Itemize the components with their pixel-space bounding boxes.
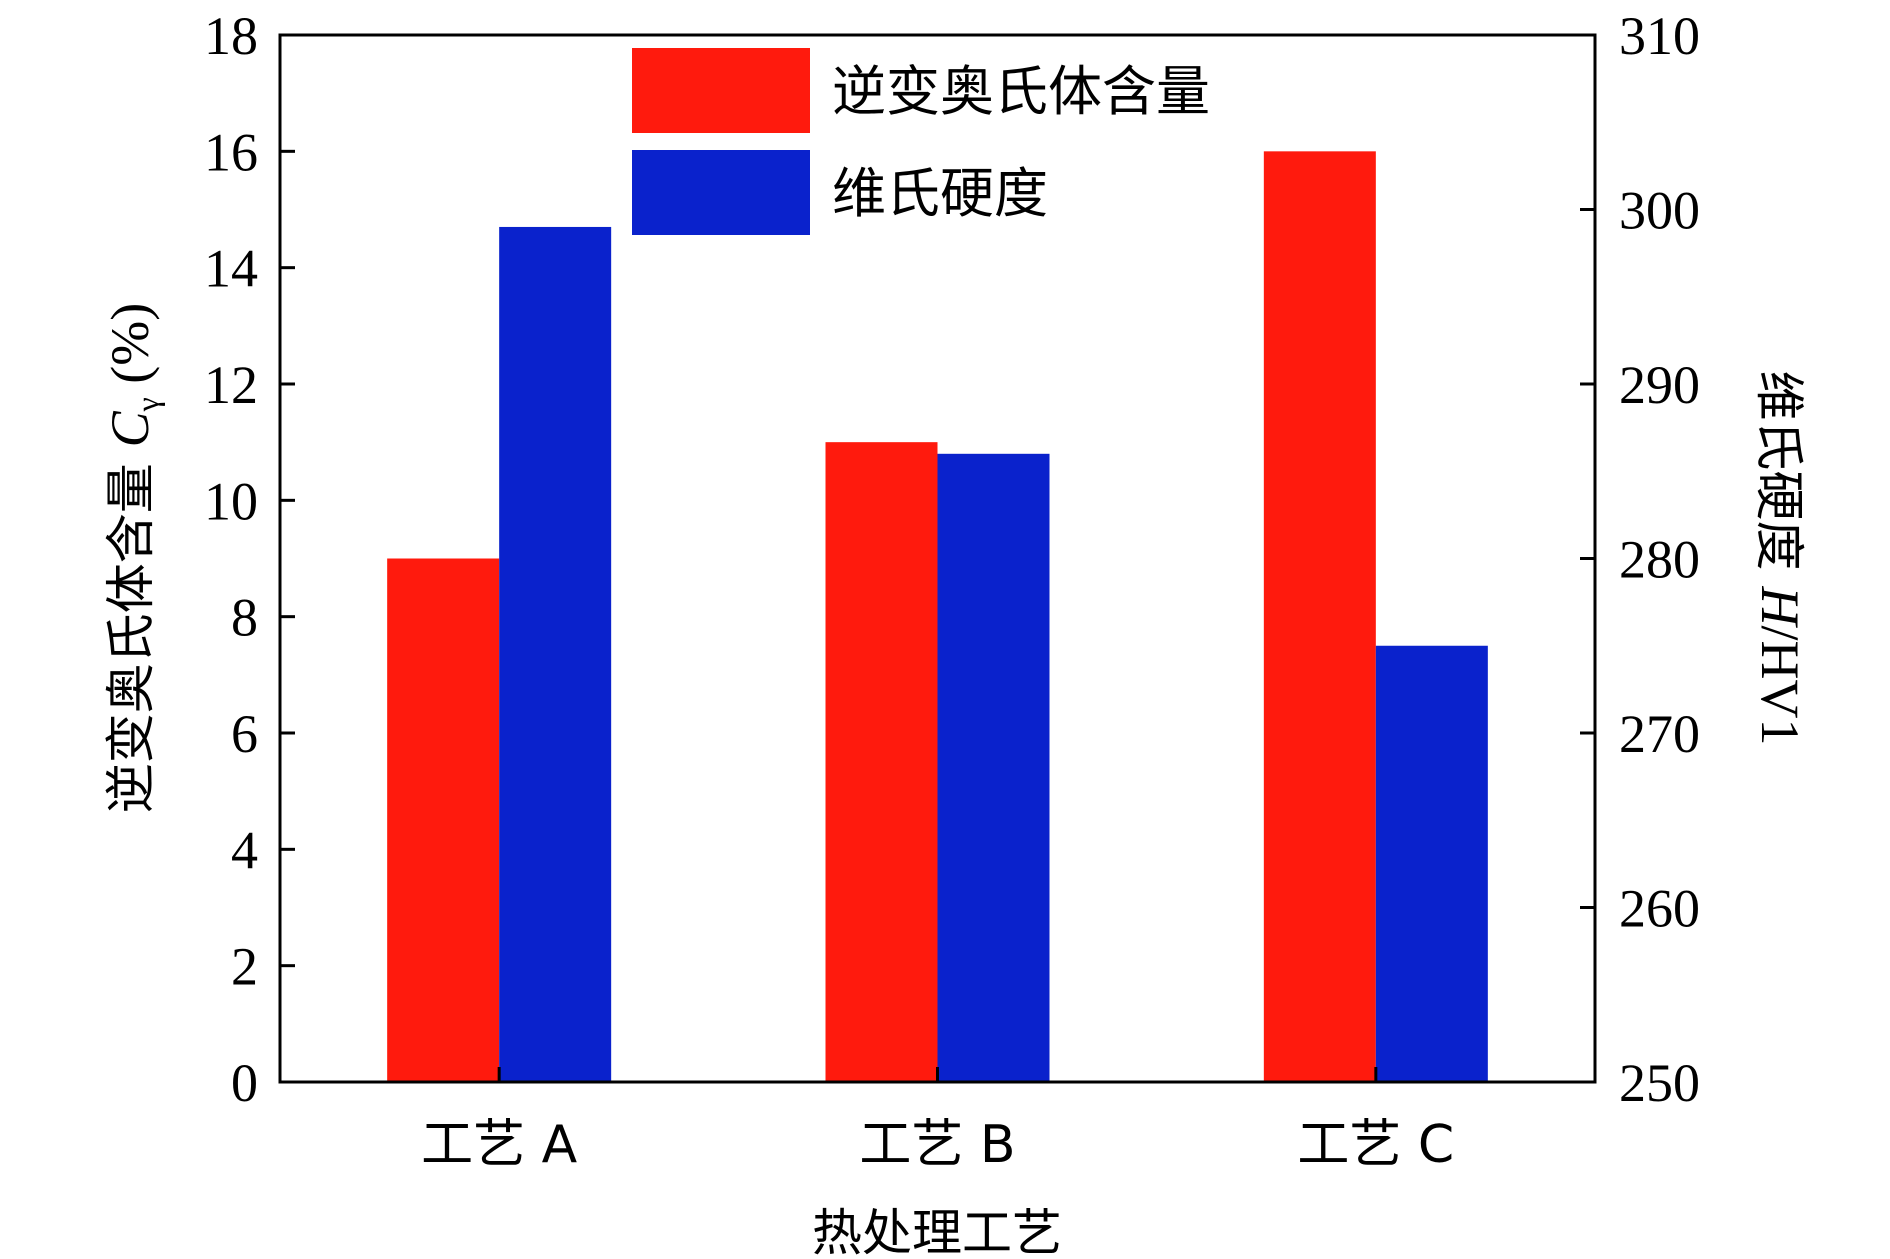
x-axis-categories: 工艺 A 工艺 B 工艺 C xyxy=(421,1067,1454,1175)
bar-hardness-0 xyxy=(499,226,612,1082)
y-axis-left-title-unit: (%) xyxy=(100,303,160,397)
y-axis-right-title-unit: /HV1 xyxy=(1750,625,1810,745)
legend: 逆变奥氏体含量 维氏硬度 xyxy=(632,48,1210,235)
x-axis-title: 热处理工艺 xyxy=(812,1204,1062,1259)
y-axis-right-title-text: 维氏硬度 xyxy=(1750,371,1808,587)
left-tick-label: 8 xyxy=(231,588,258,648)
left-axis: 0 2 4 6 8 10 12 14 16 18 xyxy=(204,6,295,1113)
category-label: 工艺 B xyxy=(859,1115,1015,1175)
right-tick-label: 250 xyxy=(1619,1053,1700,1113)
legend-swatch-austenite xyxy=(632,48,810,133)
left-tick-label: 4 xyxy=(231,820,258,880)
legend-label-hardness: 维氏硬度 xyxy=(832,162,1048,225)
legend-swatch-hardness xyxy=(632,150,810,235)
left-tick-label: 12 xyxy=(204,355,258,415)
y-axis-left-title-sub: γ xyxy=(129,397,165,412)
y-axis-right-title: 维氏硬度 H/HV1 xyxy=(1750,371,1810,746)
bar-austenite-2 xyxy=(1263,151,1376,1083)
left-tick-label: 18 xyxy=(204,6,258,66)
bars-layer xyxy=(387,151,1488,1083)
right-tick-label: 290 xyxy=(1619,355,1700,415)
left-tick-label: 16 xyxy=(204,122,258,182)
category-label: 工艺 C xyxy=(1297,1115,1454,1175)
bar-hardness-1 xyxy=(937,453,1050,1082)
left-tick-label: 0 xyxy=(231,1053,258,1113)
right-tick-label: 280 xyxy=(1619,530,1700,590)
right-tick-label: 310 xyxy=(1619,6,1700,66)
right-axis: 250 260 270 280 290 300 310 xyxy=(1580,6,1700,1113)
left-tick-label: 14 xyxy=(204,239,258,299)
bar-austenite-1 xyxy=(825,442,938,1083)
category-label: 工艺 A xyxy=(421,1115,578,1175)
bar-hardness-2 xyxy=(1375,645,1488,1082)
legend-label-austenite: 逆变奥氏体含量 xyxy=(832,60,1210,123)
y-axis-left-title: 逆变奥氏体含量 Cγ (%) xyxy=(100,303,165,814)
left-tick-label: 10 xyxy=(204,471,258,531)
y-axis-left-title-var: C xyxy=(100,410,160,447)
y-axis-left-title-text: 逆变奥氏体含量 xyxy=(102,447,160,813)
left-tick-label: 2 xyxy=(231,937,258,997)
right-tick-label: 300 xyxy=(1619,181,1700,241)
right-tick-label: 270 xyxy=(1619,704,1700,764)
bar-austenite-0 xyxy=(387,558,500,1082)
left-tick-label: 6 xyxy=(231,704,258,764)
right-tick-label: 260 xyxy=(1619,879,1700,939)
y-axis-right-title-var: H xyxy=(1750,585,1810,628)
